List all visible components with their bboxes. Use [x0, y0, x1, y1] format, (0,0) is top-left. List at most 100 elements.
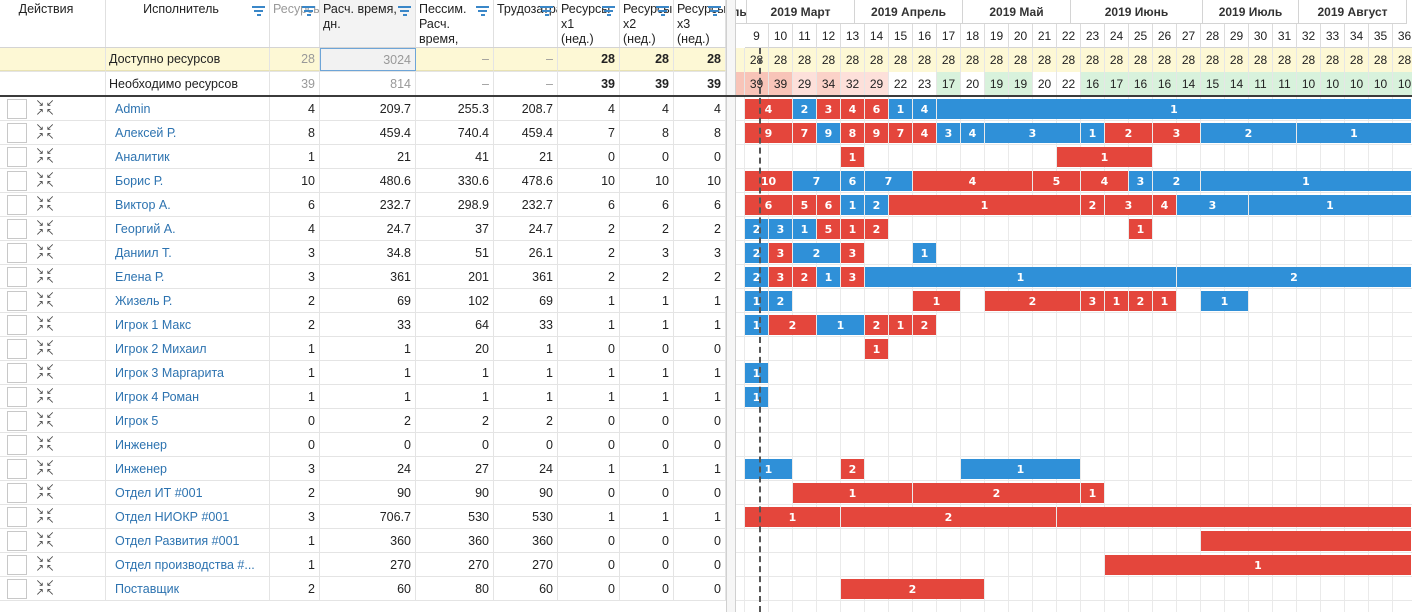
gantt-bar[interactable]: 1 [1201, 291, 1248, 311]
filter-icon[interactable] [540, 6, 553, 16]
gantt-bar[interactable]: 2 [745, 219, 768, 239]
collapse-arrows-icon[interactable]: ↘↙ ↗↖ [35, 241, 57, 262]
gantt-bar[interactable]: 4 [745, 99, 792, 119]
column-header-0[interactable]: Действия [0, 0, 106, 47]
assignee-link[interactable]: Игрок 2 Михаил [106, 337, 270, 360]
filter-icon[interactable] [602, 6, 615, 16]
column-header-8[interactable]: Ресурсы x3 (нед.) [674, 0, 726, 47]
table-row[interactable]: ↘↙ ↗↖ Отдел ИТ #001 2 90 90 90 0 0 0 [0, 481, 726, 505]
assignee-link[interactable]: Игрок 3 Маргарита [106, 361, 270, 384]
table-row[interactable]: ↘↙ ↗↖ Игрок 1 Макс 2 33 64 33 1 1 1 [0, 313, 726, 337]
gantt-bar[interactable]: 4 [913, 99, 936, 119]
collapse-arrows-icon[interactable]: ↘↙ ↗↖ [35, 313, 57, 334]
panel-splitter[interactable] [726, 0, 736, 612]
gantt-bar[interactable]: 1 [1057, 147, 1152, 167]
gantt-bar[interactable] [1201, 531, 1411, 551]
gantt-bar[interactable]: 2 [745, 243, 768, 263]
row-checkbox[interactable] [7, 122, 27, 143]
gantt-bar[interactable]: 1 [1129, 219, 1152, 239]
column-header-3[interactable]: Расч. время, дн. [320, 0, 416, 47]
column-header-2[interactable]: Ресурсы [270, 0, 320, 47]
table-row[interactable]: ↘↙ ↗↖ Инженер 3 24 27 24 1 1 1 [0, 457, 726, 481]
assignee-link[interactable]: Отдел НИОКР #001 [106, 505, 270, 528]
gantt-bar[interactable]: 6 [865, 99, 888, 119]
gantt-bar[interactable]: 3 [1153, 123, 1200, 143]
gantt-bar[interactable]: 3 [817, 99, 840, 119]
gantt-bar[interactable]: 1 [1153, 291, 1176, 311]
gantt-bar[interactable]: 1 [937, 99, 1411, 119]
table-row[interactable]: ↘↙ ↗↖ Поставщик 2 60 80 60 0 0 0 [0, 577, 726, 601]
row-checkbox[interactable] [7, 314, 27, 335]
assignee-link[interactable]: Игрок 4 Роман [106, 385, 270, 408]
gantt-bar[interactable]: 3 [1129, 171, 1152, 191]
gantt-bar[interactable]: 2 [841, 579, 984, 599]
collapse-arrows-icon[interactable]: ↘↙ ↗↖ [35, 97, 57, 118]
filter-icon[interactable] [656, 6, 669, 16]
gantt-bar[interactable]: 2 [1201, 123, 1296, 143]
gantt-bar[interactable]: 9 [817, 123, 840, 143]
gantt-bar[interactable]: 1 [889, 315, 912, 335]
gantt-bar[interactable]: 2 [841, 507, 1056, 527]
gantt-bar[interactable]: 6 [745, 195, 792, 215]
gantt-bar[interactable]: 5 [817, 219, 840, 239]
row-checkbox[interactable] [7, 194, 27, 215]
gantt-bar[interactable]: 2 [985, 291, 1080, 311]
gantt-bar[interactable]: 5 [793, 195, 816, 215]
table-row[interactable]: ↘↙ ↗↖ Игрок 2 Михаил 1 1 20 1 0 0 0 [0, 337, 726, 361]
row-checkbox[interactable] [7, 170, 27, 191]
gantt-bar[interactable]: 2 [1081, 195, 1104, 215]
gantt-bar[interactable]: 3 [769, 219, 792, 239]
table-row[interactable]: ↘↙ ↗↖ Игрок 3 Маргарита 1 1 1 1 1 1 1 [0, 361, 726, 385]
gantt-bar[interactable]: 4 [961, 123, 984, 143]
collapse-arrows-icon[interactable]: ↘↙ ↗↖ [35, 217, 57, 238]
column-header-1[interactable]: Исполнитель [106, 0, 270, 47]
assignee-link[interactable]: Отдел производства #... [106, 553, 270, 576]
gantt-bar[interactable]: 7 [793, 171, 840, 191]
gantt-bar[interactable]: 4 [913, 123, 936, 143]
table-row[interactable]: ↘↙ ↗↖ Георгий А. 4 24.7 37 24.7 2 2 2 [0, 217, 726, 241]
gantt-bar[interactable]: 9 [745, 123, 792, 143]
gantt-bar[interactable]: 2 [793, 267, 816, 287]
gantt-bar[interactable]: 4 [1153, 195, 1176, 215]
collapse-arrows-icon[interactable]: ↘↙ ↗↖ [35, 505, 57, 526]
table-row[interactable]: ↘↙ ↗↖ Игрок 4 Роман 1 1 1 1 1 1 1 [0, 385, 726, 409]
row-checkbox[interactable] [7, 266, 27, 287]
assignee-link[interactable]: Игрок 5 [106, 409, 270, 432]
gantt-bar[interactable]: 2 [769, 315, 816, 335]
gantt-bar[interactable]: 2 [865, 315, 888, 335]
gantt-bar[interactable]: 1 [961, 459, 1080, 479]
column-header-7[interactable]: Ресурсы x2 (нед.) [620, 0, 674, 47]
gantt-bar[interactable]: 1 [1081, 123, 1104, 143]
table-row[interactable]: ↘↙ ↗↖ Отдел производства #... 1 270 270 270 0 0 0 [0, 553, 726, 577]
summary-value[interactable]: 3024 [320, 48, 416, 71]
collapse-arrows-icon[interactable]: ↘↙ ↗↖ [35, 577, 57, 598]
gantt-bar[interactable]: 2 [865, 219, 888, 239]
filter-icon[interactable] [708, 6, 721, 16]
gantt-bar[interactable]: 2 [769, 291, 792, 311]
gantt-bar[interactable]: 2 [793, 243, 840, 263]
assignee-link[interactable]: Admin [106, 97, 270, 120]
collapse-arrows-icon[interactable]: ↘↙ ↗↖ [35, 529, 57, 550]
gantt-bar[interactable]: 2 [745, 267, 768, 287]
assignee-link[interactable]: Игрок 1 Макс [106, 313, 270, 336]
filter-icon[interactable] [302, 6, 315, 16]
gantt-bar[interactable]: 2 [1153, 171, 1200, 191]
row-checkbox[interactable] [7, 554, 27, 575]
gantt-bar[interactable]: 8 [841, 123, 864, 143]
collapse-arrows-icon[interactable]: ↘↙ ↗↖ [35, 553, 57, 574]
gantt-bar[interactable]: 4 [1081, 171, 1128, 191]
collapse-arrows-icon[interactable]: ↘↙ ↗↖ [35, 193, 57, 214]
gantt-bar[interactable]: 3 [1177, 195, 1248, 215]
gantt-bar[interactable]: 2 [913, 483, 1080, 503]
gantt-bar[interactable]: 3 [1105, 195, 1152, 215]
gantt-bar[interactable]: 1 [841, 147, 864, 167]
collapse-arrows-icon[interactable]: ↘↙ ↗↖ [35, 289, 57, 310]
gantt-bar[interactable]: 10 [745, 171, 792, 191]
gantt-bar[interactable] [1057, 507, 1411, 527]
gantt-bar[interactable]: 3 [769, 267, 792, 287]
gantt-bar[interactable]: 2 [1177, 267, 1411, 287]
row-checkbox[interactable] [7, 434, 27, 455]
row-checkbox[interactable] [7, 506, 27, 527]
gantt-bar[interactable]: 1 [745, 459, 792, 479]
row-checkbox[interactable] [7, 578, 27, 599]
